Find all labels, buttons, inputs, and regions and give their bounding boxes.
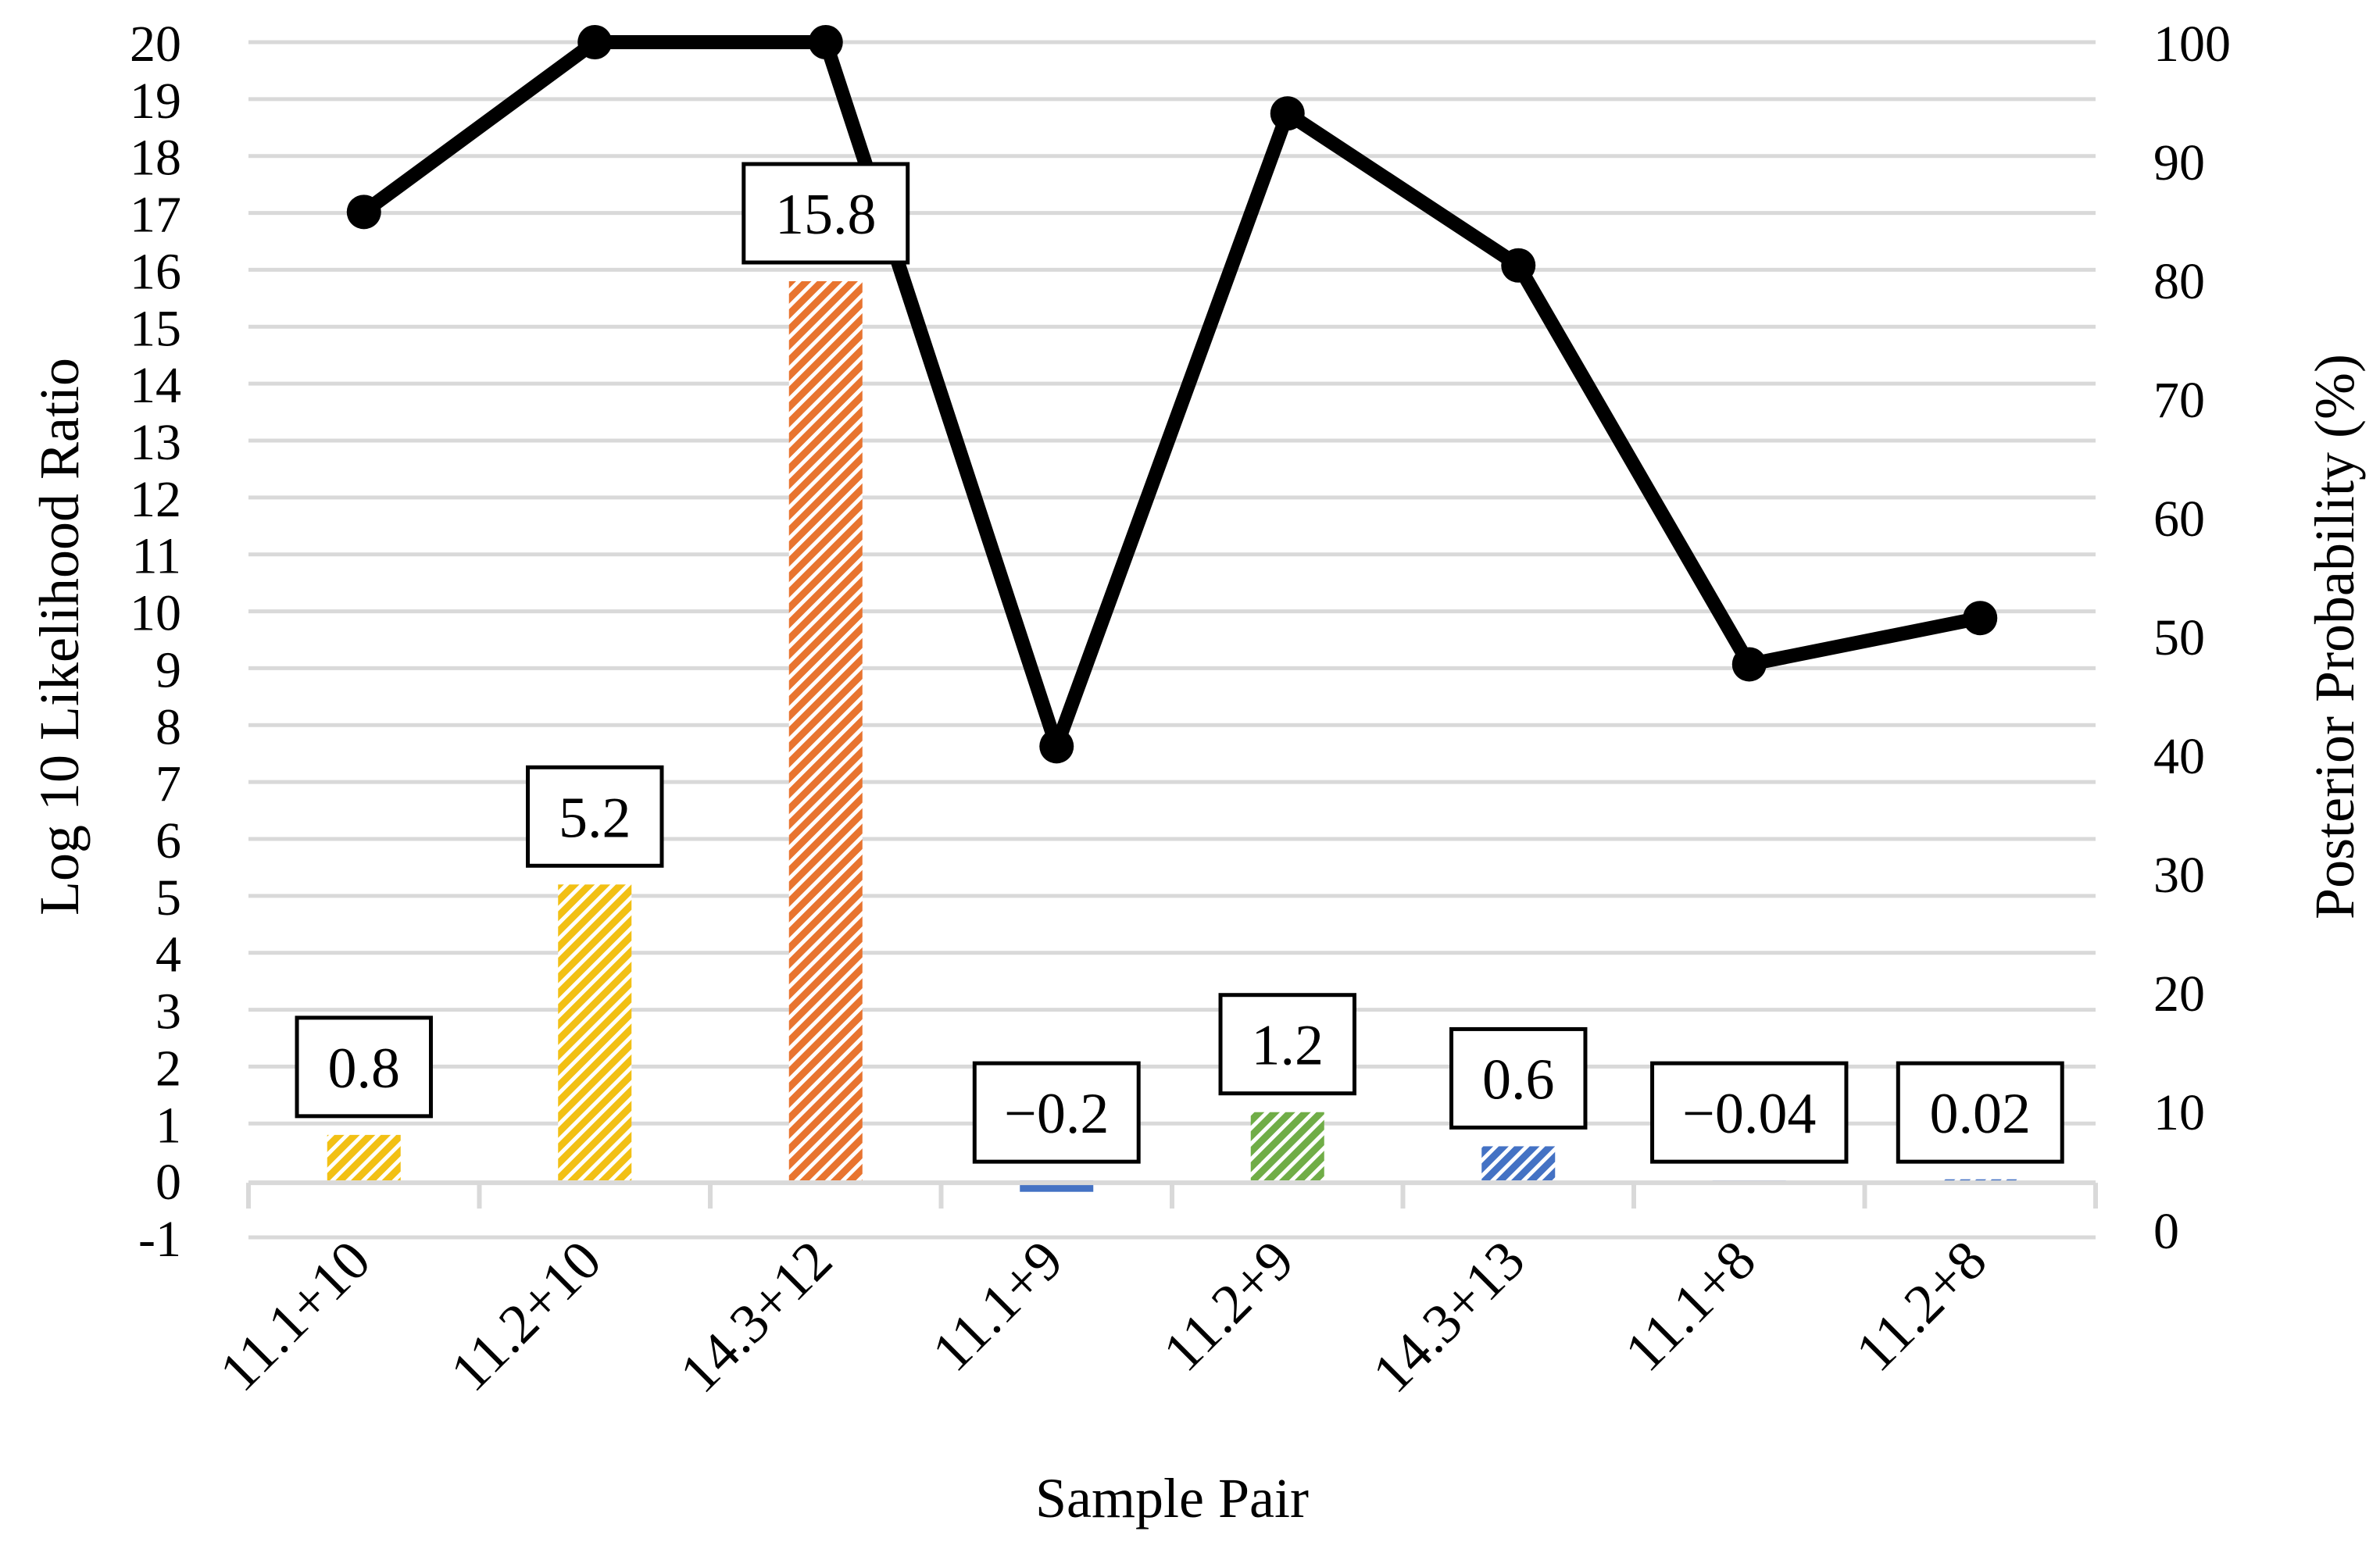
y-axis-title-left: Log 10 Likelihood Ratio xyxy=(28,358,91,916)
y-tick-label-left: -1 xyxy=(138,1211,181,1268)
y-tick-label-left: 3 xyxy=(155,983,181,1040)
x-tick-label: 14.3+12 xyxy=(668,1229,844,1405)
data-label: −0.2 xyxy=(972,1061,1141,1164)
x-tick-label: 11.1+8 xyxy=(1613,1229,1767,1383)
y-tick-label-left: 16 xyxy=(130,243,181,300)
y-tick-label-right: 100 xyxy=(2153,16,2231,73)
bar xyxy=(558,884,632,1181)
data-labels: 0.8 5.2 15.8 −0.2 1.2 0.6 −0.04 0.02 xyxy=(295,162,2064,1164)
y-tick-label-left: 4 xyxy=(155,926,181,983)
line-point xyxy=(1731,647,1767,682)
bar xyxy=(327,1134,401,1181)
data-label-text: 5.2 xyxy=(559,786,631,850)
data-label-box xyxy=(1449,1026,1588,1130)
y-tick-label-right: 70 xyxy=(2153,372,2205,429)
y-tick-label-left: 11 xyxy=(131,528,181,585)
data-label-box xyxy=(1218,993,1356,1096)
data-label: −0.04 xyxy=(1650,1061,1849,1164)
data-label-text: −0.2 xyxy=(1004,1082,1109,1146)
y-tick-label-right: 10 xyxy=(2153,1084,2205,1141)
y-tick-label-right: 20 xyxy=(2153,966,2205,1023)
y-tick-label-right: 40 xyxy=(2153,728,2205,785)
y-tick-label-right: 90 xyxy=(2153,134,2205,191)
y-axis-title-right: Posterior Probability (%) xyxy=(2303,354,2366,919)
line-point xyxy=(1963,601,1998,636)
gridlines xyxy=(248,40,2096,1240)
line-point xyxy=(1501,248,1536,283)
y-tick-label-right: 30 xyxy=(2153,847,2205,904)
x-axis-title: Sample Pair xyxy=(1035,1467,1309,1530)
y-tick-label-right: 80 xyxy=(2153,253,2205,310)
bar xyxy=(1481,1146,1556,1181)
y-tick-label-left: 0 xyxy=(155,1154,181,1211)
data-label-text: −0.04 xyxy=(1682,1082,1816,1146)
y-tick-label-right: 0 xyxy=(2153,1203,2179,1260)
line-point xyxy=(808,25,843,59)
line-point xyxy=(346,195,381,230)
bar xyxy=(1250,1112,1324,1181)
y-tick-label-left: 12 xyxy=(130,471,181,528)
data-label: 15.8 xyxy=(742,162,910,265)
data-label-box xyxy=(1650,1061,1849,1164)
axes: -101234567891011121314151617181920010203… xyxy=(130,16,2231,1405)
y-tick-label-left: 5 xyxy=(155,869,181,926)
y-tick-label-left: 6 xyxy=(155,812,181,869)
data-label-box xyxy=(526,765,664,868)
y-tick-label-left: 9 xyxy=(155,641,181,698)
data-label-box xyxy=(1896,1061,2064,1164)
data-label-text: 0.8 xyxy=(328,1037,401,1101)
line-point xyxy=(1039,729,1074,764)
x-tick-label: 11.2+9 xyxy=(1151,1229,1306,1383)
y-tick-label-right: 60 xyxy=(2153,491,2205,548)
data-label: 0.6 xyxy=(1449,1026,1588,1130)
data-label-box xyxy=(742,162,910,265)
y-tick-label-right: 50 xyxy=(2153,609,2205,666)
y-tick-label-left: 19 xyxy=(130,73,181,130)
line-point xyxy=(577,25,613,59)
data-label: 0.8 xyxy=(295,1016,433,1119)
data-label-text: 15.8 xyxy=(775,183,877,247)
y-tick-label-left: 18 xyxy=(130,130,181,187)
x-tick-label: 14.3+13 xyxy=(1360,1229,1536,1405)
y-tick-label-left: 8 xyxy=(155,698,181,755)
x-tick-label: 11.2+10 xyxy=(438,1229,613,1403)
y-tick-label-left: 17 xyxy=(130,187,181,244)
x-tick-label: 11.1+9 xyxy=(920,1229,1075,1383)
bar xyxy=(788,281,863,1181)
data-label: 1.2 xyxy=(1218,993,1356,1096)
line-point xyxy=(1270,96,1305,131)
y-tick-label-left: 10 xyxy=(130,585,181,642)
y-tick-label-left: 7 xyxy=(155,755,181,812)
y-tick-label-left: 15 xyxy=(130,300,181,357)
data-label: 5.2 xyxy=(526,765,664,868)
line-series xyxy=(356,35,1988,754)
x-tick-label: 11.2+8 xyxy=(1844,1229,1999,1383)
data-label-text: 0.6 xyxy=(1482,1048,1555,1112)
posterior-line xyxy=(356,35,1988,754)
line-markers xyxy=(346,25,1998,764)
data-label-box xyxy=(295,1016,433,1119)
data-label-box xyxy=(972,1061,1141,1164)
data-label-text: 0.02 xyxy=(1930,1082,2032,1146)
x-tick-label: 11.1+10 xyxy=(208,1229,382,1403)
y-tick-label-left: 14 xyxy=(130,357,181,414)
data-label: 0.02 xyxy=(1896,1061,2064,1164)
y-tick-label-left: 1 xyxy=(155,1097,181,1154)
y-tick-label-left: 2 xyxy=(155,1040,181,1097)
data-label-text: 1.2 xyxy=(1252,1014,1324,1078)
y-tick-label-left: 20 xyxy=(130,16,181,73)
y-tick-label-left: 13 xyxy=(130,414,181,471)
